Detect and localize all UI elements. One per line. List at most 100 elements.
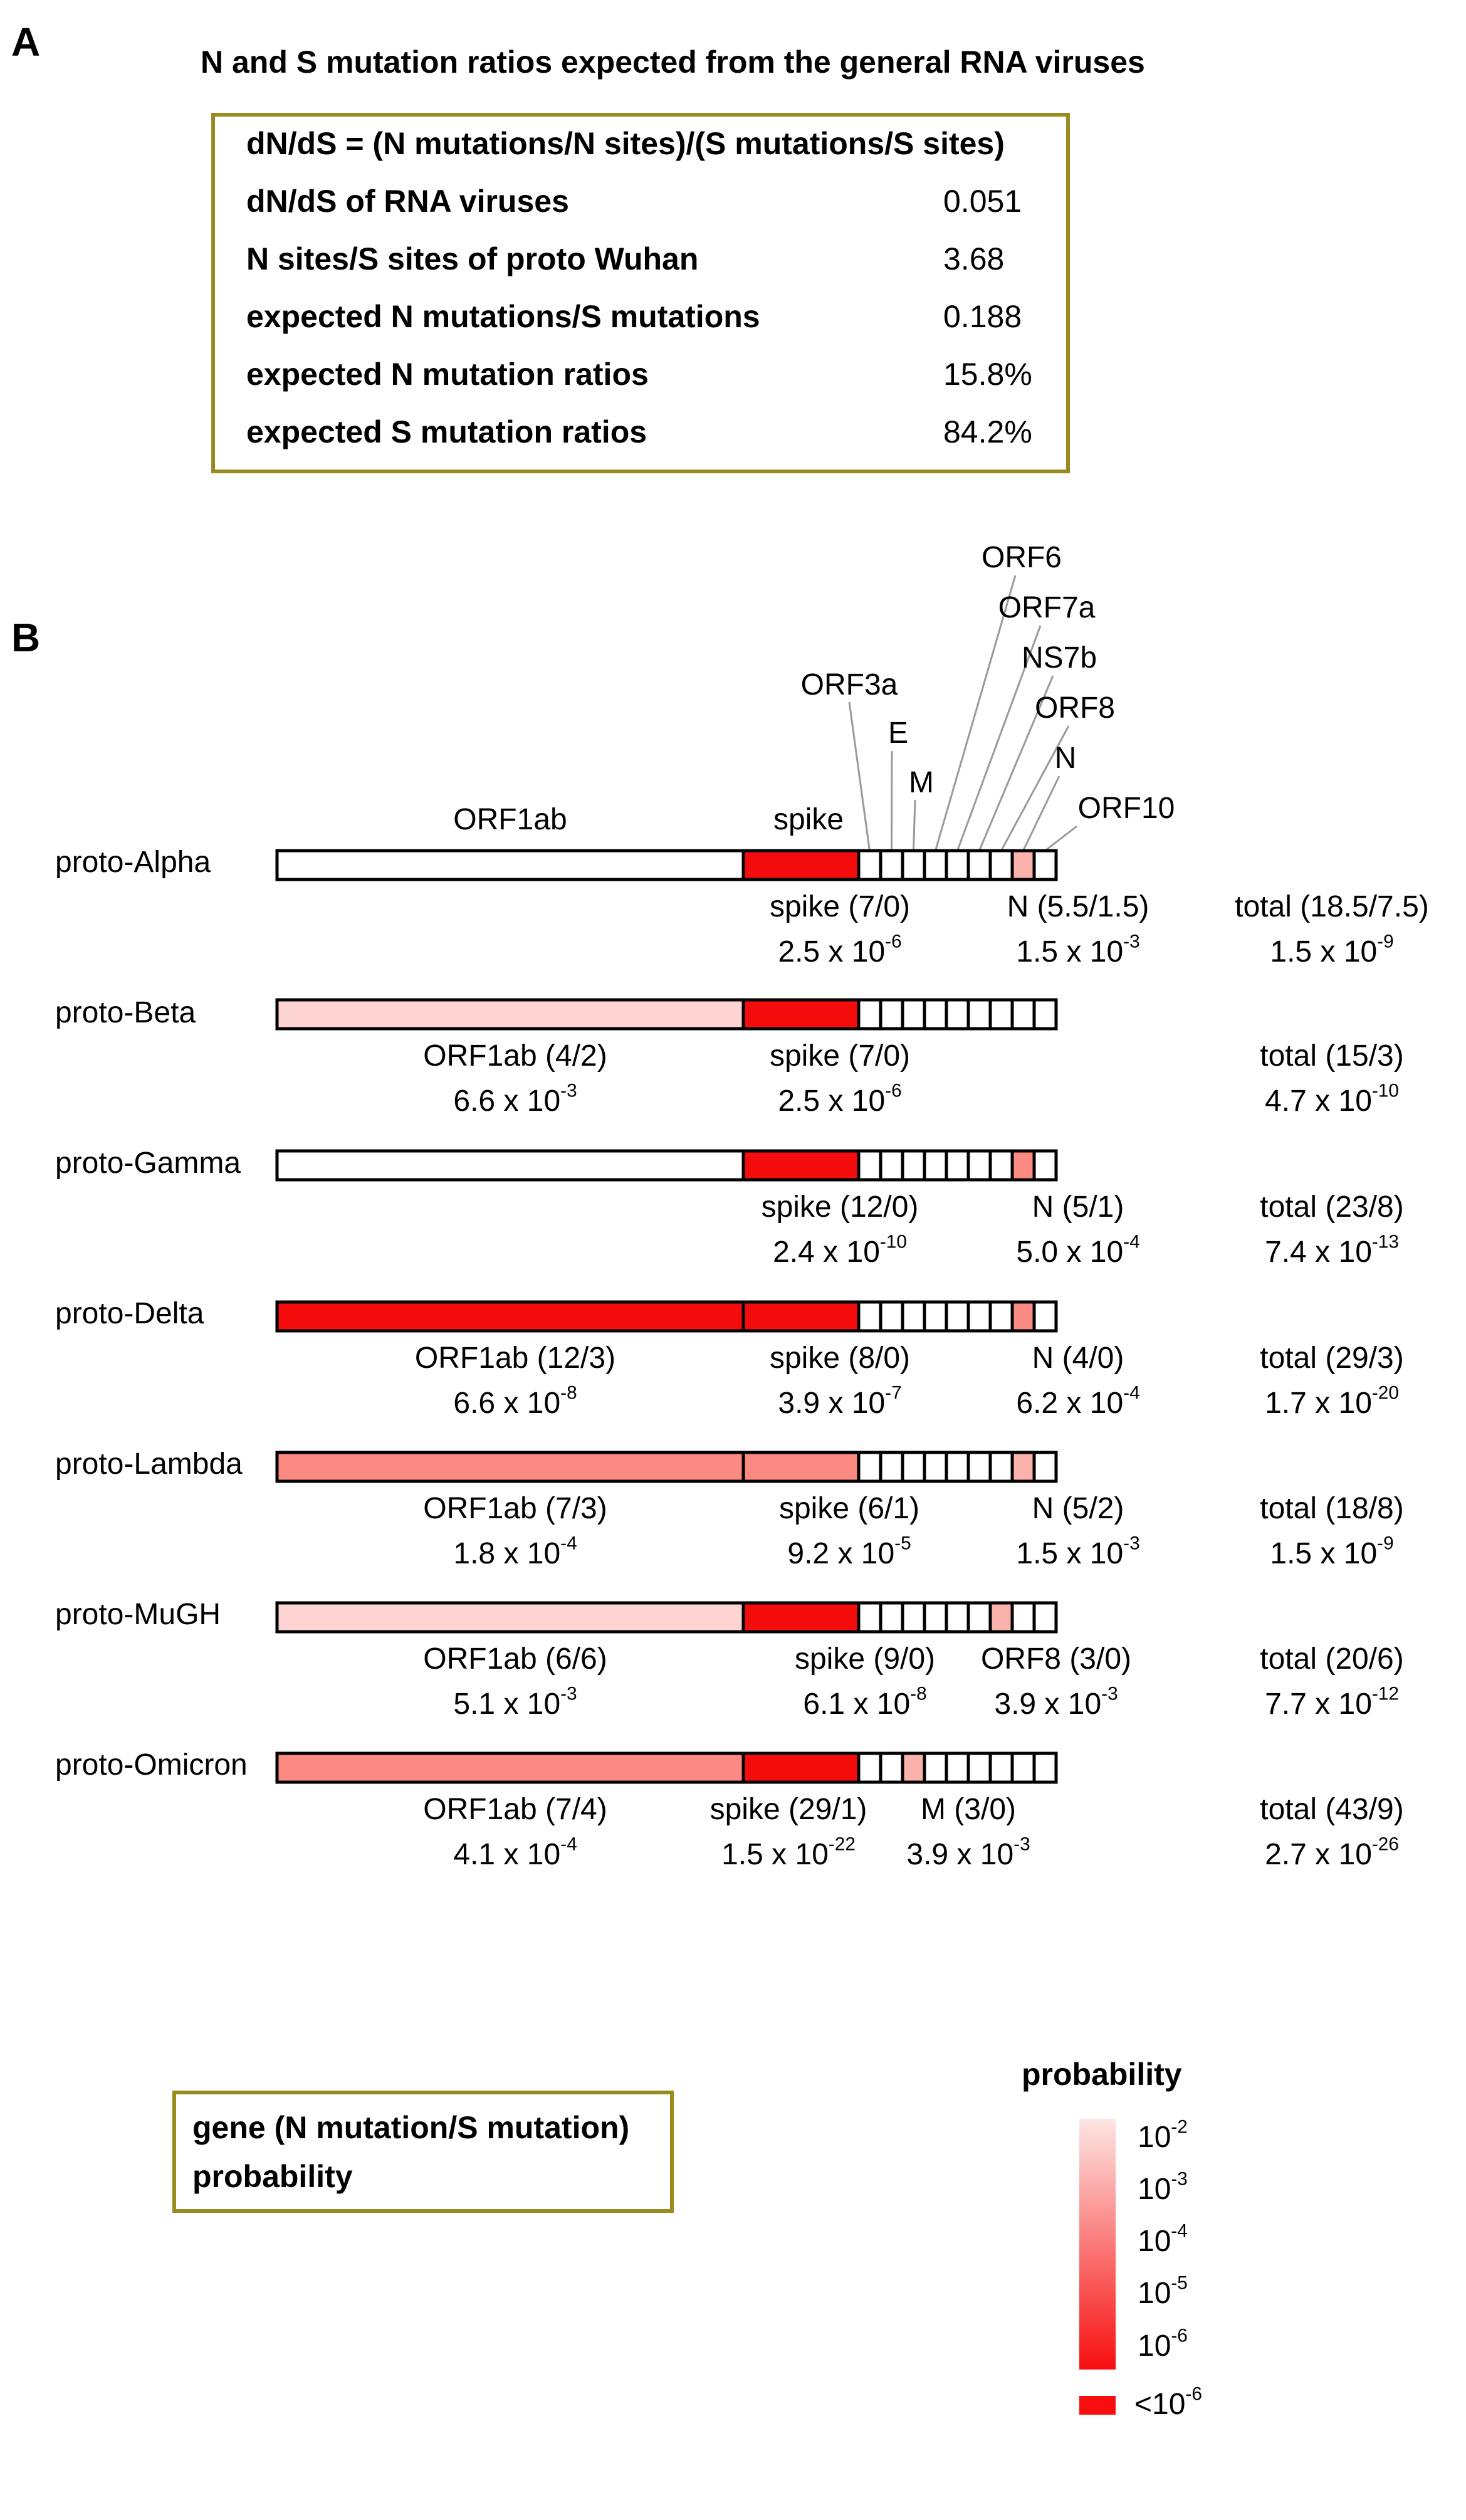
probability-base: 3.9 x 10: [778, 1387, 886, 1420]
annotation-probability: 1.5 x 10-3: [915, 932, 1241, 969]
annotation-probability: 1.5 x 10-9: [1169, 1534, 1466, 1571]
annotation-probability: 6.6 x 10-8: [352, 1383, 678, 1420]
segment-ns7b: [966, 1601, 992, 1634]
panel-a-row-value: 84.2%: [943, 414, 1032, 449]
segment-orf3a: [857, 1300, 882, 1333]
annotation-gene-count: total (23/8): [1260, 1190, 1404, 1224]
probability-base: 1.5 x 10: [1016, 935, 1124, 969]
probability-base: 1.5 x 10: [1016, 1537, 1124, 1570]
segment-spike: [741, 1300, 861, 1333]
panel-a-row-label: expected S mutation ratios: [246, 414, 647, 449]
annotation-probability: 1.5 x 10-3: [915, 1533, 1241, 1571]
segment-orf7a: [945, 1751, 970, 1784]
leader-line-e: [891, 750, 893, 851]
segment-orf3a: [857, 1451, 882, 1483]
segment-orf3a: [857, 1751, 882, 1784]
segment-m: [901, 1451, 926, 1483]
gene-label-orf8: ORF8: [1035, 691, 1115, 725]
legend-tick-base: 10: [1138, 2121, 1171, 2154]
legend-tick-label: 10-4: [1138, 2220, 1188, 2259]
segment-orf1ab: [275, 1451, 745, 1483]
segment-orf3a: [857, 1601, 882, 1634]
annotation-gene-count: total (18.5/7.5): [1235, 890, 1429, 923]
segment-m: [901, 1751, 926, 1784]
panel-a-row-label: expected N mutations/S mutations: [246, 299, 760, 334]
annotation-gene-count: spike (9/0): [794, 1642, 936, 1676]
segment-orf10: [1032, 1751, 1058, 1784]
legend-tick-label: 10-3: [1138, 2170, 1188, 2207]
annotation-gene-count: N (4/0): [1032, 1341, 1124, 1375]
segment-e: [879, 1300, 904, 1333]
legend-gradient: [1079, 2119, 1116, 2370]
annotation-probability: 5.0 x 10-4: [915, 1232, 1241, 1269]
annotation-probability: 1.7 x 10-20: [1169, 1382, 1466, 1420]
panel-b-letter: B: [11, 615, 41, 660]
legend-tick-exponent: -4: [1171, 2220, 1188, 2242]
annotation-probability: 2.7 x 10-26: [1169, 1835, 1466, 1872]
legend-below-swatch: [1079, 2396, 1116, 2415]
genome-diagram: ORF1ab spikeORF3aEMORF6ORF7aNS7bORF8NORF1…: [275, 541, 1175, 1784]
gene-label-ns7b: NS7b: [1022, 641, 1097, 675]
panel-a-row-value: 3.68: [943, 241, 1005, 276]
legend-tick-label: 10-5: [1138, 2274, 1188, 2311]
probability-exponent: -3: [1123, 1533, 1140, 1554]
segment-orf6: [923, 849, 948, 881]
annotation-probability: 6.1 x 10-8: [702, 1684, 1028, 1721]
legend-tick-exponent: -2: [1171, 2116, 1188, 2138]
segment-e: [879, 849, 904, 881]
annotation-probability: 2.5 x 10-6: [677, 931, 1003, 969]
probability-base: 5.1 x 10: [453, 1688, 561, 1721]
probability-base: 2.5 x 10: [778, 1084, 886, 1118]
segment-ns7b: [966, 1300, 992, 1333]
segment-orf3a: [857, 1149, 882, 1182]
variant-name: proto-Delta: [55, 1297, 204, 1330]
annotation-probability: 3.9 x 10-3: [805, 1835, 1131, 1872]
segment-ns7b: [966, 998, 992, 1031]
segment-e: [879, 1601, 904, 1634]
leader-line-m: [913, 799, 916, 851]
segment-orf1ab: [275, 1300, 745, 1333]
annotation-probability: 2.4 x 10-10: [677, 1232, 1003, 1269]
probability-exponent: -6: [885, 931, 902, 952]
variant-name: proto-Alpha: [55, 846, 211, 879]
panel-a-row-label: dN/dS of RNA viruses: [246, 184, 569, 219]
segment-e: [879, 1149, 904, 1182]
segment-orf1ab: [275, 1751, 745, 1784]
segment-orf10: [1032, 849, 1058, 881]
probability-exponent: -3: [560, 1683, 577, 1704]
probability-exponent: -10: [1371, 1080, 1399, 1101]
probability-exponent: -13: [1371, 1231, 1399, 1252]
probability-exponent: -20: [1371, 1382, 1399, 1404]
leader-line-orf3a: [848, 701, 871, 851]
segment-orf3a: [857, 849, 882, 881]
annotation-gene-count: N (5.5/1.5): [1007, 890, 1149, 923]
segment-orf6: [923, 998, 948, 1031]
annotation-gene-count: spike (8/0): [769, 1341, 911, 1375]
annotation-gene-count: N (5/1): [1032, 1190, 1124, 1224]
variant-name: proto-MuGH: [55, 1598, 221, 1631]
key-line2: probability: [192, 2159, 353, 2194]
gene-label-orf1ab: ORF1ab: [453, 803, 567, 836]
panel-a-title: N and S mutation ratios expected from th…: [201, 45, 1145, 80]
segment-spike: [741, 1451, 861, 1483]
segment-orf8: [988, 1300, 1014, 1333]
segment-orf7a: [945, 1451, 970, 1483]
leader-line-n: [1022, 775, 1060, 851]
segment-orf10: [1032, 998, 1058, 1031]
variant-name: proto-Omicron: [55, 1748, 248, 1782]
variant-name: proto-Gamma: [55, 1147, 241, 1180]
probability-exponent: -4: [560, 1533, 577, 1554]
annotation-probability: 4.7 x 10-10: [1169, 1080, 1466, 1118]
panel-a-row-value: 15.8%: [943, 357, 1032, 392]
segment-n: [1010, 1149, 1036, 1182]
legend-tick-base: 10: [1138, 2329, 1171, 2363]
annotation-gene-count: ORF8 (3/0): [980, 1642, 1132, 1676]
segment-orf8: [988, 1451, 1014, 1483]
annotation-probability: 4.1 x 10-4: [352, 1835, 678, 1872]
segment-orf8: [988, 1149, 1014, 1182]
key-line1: gene (N mutation/S mutation): [192, 2110, 630, 2145]
probability-exponent: -6: [885, 1080, 902, 1101]
segment-orf8: [988, 1601, 1014, 1634]
annotation-gene-count: ORF1ab (12/3): [414, 1341, 616, 1375]
panel-a-row-value: 0.051: [943, 184, 1022, 219]
